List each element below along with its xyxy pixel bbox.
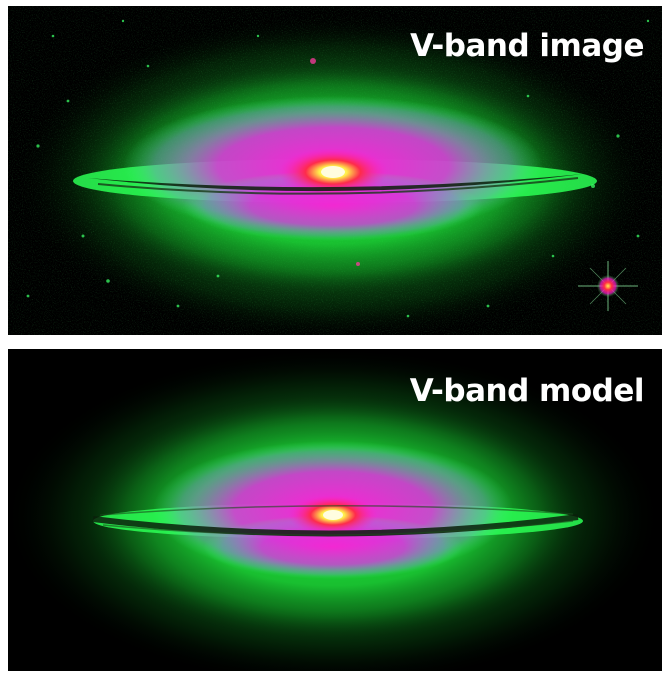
foreground-star	[578, 261, 638, 311]
panel-title: V-band image	[410, 28, 644, 64]
v-band-image-panel: V-band image	[8, 6, 662, 335]
galaxy-image-render	[8, 6, 662, 335]
v-band-model-panel: V-band model	[8, 349, 662, 671]
galaxy-model-render	[8, 349, 662, 671]
panel-title: V-band model	[409, 373, 645, 409]
field-stars	[26, 19, 650, 318]
